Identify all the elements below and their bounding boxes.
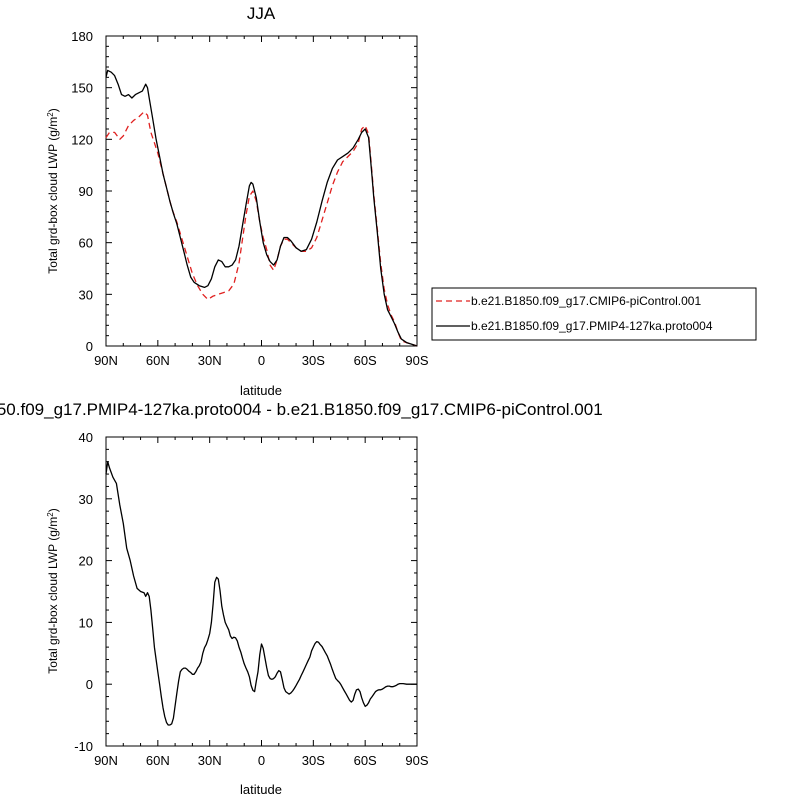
x-ticks: 90N 60N 30N 0 30S 60S 90S — [94, 437, 429, 768]
chart-panel-top: JJA 90N 60N 30N 0 30S 60S 90S 0 30 60 90 120 150 180… — [46, 4, 757, 398]
legend-box — [431, 287, 757, 341]
y-tick-label: 10 — [79, 615, 93, 630]
x-tick-label: 0 — [258, 753, 265, 768]
x-tick-label: 90S — [405, 753, 428, 768]
y-ticks: 0 30 60 90 120 150 180 — [71, 29, 417, 354]
x-tick-label: 60N — [146, 353, 170, 368]
plot-frame — [105, 35, 418, 347]
legend-label-127ka: b.e21.B1850.f09_g17.PMIP4-127ka.proto004 — [471, 319, 713, 333]
chart-panel-bottom: b.e21.B1850.f09_g17.PMIP4-127ka.proto004… — [0, 400, 603, 797]
y-tick-label: 180 — [71, 29, 93, 44]
x-tick-label: 0 — [258, 353, 265, 368]
y-tick-label: 0 — [86, 677, 93, 692]
x-ticks: 90N 60N 30N 0 30S 60S 90S — [94, 36, 429, 368]
x-tick-label: 30N — [198, 353, 222, 368]
y-tick-label: 20 — [79, 554, 93, 569]
y-tick-label: -10 — [74, 739, 93, 754]
difference-chart-title: b.e21.B1850.f09_g17.PMIP4-127ka.proto004… — [0, 400, 603, 419]
y-tick-label: 150 — [71, 81, 93, 96]
x-axis-label: latitude — [240, 383, 282, 398]
y-tick-label: 90 — [79, 184, 93, 199]
y-tick-label: 0 — [86, 339, 93, 354]
x-tick-label: 60S — [354, 753, 377, 768]
x-tick-label: 60S — [354, 353, 377, 368]
series-line-0-1 — [105, 69, 418, 347]
y-tick-label: 60 — [79, 236, 93, 251]
x-tick-label: 90S — [405, 353, 428, 368]
y-tick-label: 120 — [71, 132, 93, 147]
x-tick-label: 30S — [302, 353, 325, 368]
x-tick-label: 90N — [94, 353, 118, 368]
legend-label-picontrol: b.e21.B1850.f09_g17.CMIP6-piControl.001 — [471, 294, 701, 308]
y-ticks: -10 0 10 20 30 40 — [74, 430, 417, 754]
series-line-1-0 — [105, 461, 417, 726]
chart-title: JJA — [247, 4, 276, 23]
x-axis-label: latitude — [240, 782, 282, 797]
x-tick-label: 30S — [302, 753, 325, 768]
series-lines — [105, 461, 417, 726]
x-tick-label: 60N — [146, 753, 170, 768]
y-tick-label: 30 — [79, 287, 93, 302]
series-lines — [105, 69, 418, 347]
y-axis-label: Total grd-box cloud LWP (g/m2) — [46, 108, 61, 273]
y-tick-label: 30 — [79, 492, 93, 507]
x-tick-label: 30N — [198, 753, 222, 768]
y-axis-label: Total grd-box cloud LWP (g/m2) — [46, 508, 61, 673]
x-tick-label: 90N — [94, 753, 118, 768]
y-tick-label: 40 — [79, 430, 93, 445]
legend: b.e21.B1850.f09_g17.CMIP6-piControl.001 … — [431, 287, 757, 341]
